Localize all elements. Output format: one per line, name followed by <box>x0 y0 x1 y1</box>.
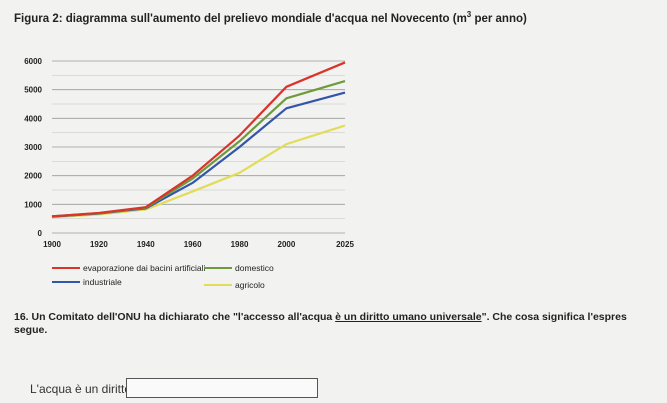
y-tick-label: 5000 <box>24 86 42 95</box>
y-tick-label: 0 <box>38 229 43 238</box>
legend-swatch-blue <box>52 281 80 283</box>
y-tick-label: 6000 <box>24 57 42 66</box>
x-tick-label: 1940 <box>137 240 155 249</box>
answer-prefix: L'acqua è un diritto <box>30 382 132 396</box>
legend-agricolo: agricolo <box>204 280 265 290</box>
chart-grid <box>52 60 345 234</box>
y-tick-label: 2000 <box>24 172 42 181</box>
legend-evaporazione: evaporazione dai bacini artificiali <box>52 263 205 273</box>
x-tick-label: 2000 <box>278 240 296 249</box>
answer-input-box[interactable] <box>126 378 318 398</box>
y-tick-label: 1000 <box>24 200 42 209</box>
y-tick-label: 3000 <box>24 143 42 152</box>
x-tick-label: 1900 <box>43 240 61 249</box>
series-line <box>51 61 346 218</box>
figure-title: Figura 2: diagramma sull'aumento del pre… <box>14 10 527 25</box>
question-16: 16. Un Comitato dell'ONU ha dichiarato c… <box>14 311 627 336</box>
series-line <box>51 80 346 218</box>
legend-domestico: domestico <box>204 263 274 273</box>
x-tick-label: 2025 <box>336 240 354 249</box>
x-tick-label: 1980 <box>231 240 249 249</box>
legend-swatch-red <box>52 267 80 269</box>
legend-swatch-yellow <box>204 284 232 286</box>
legend-industriale: industriale <box>52 277 122 287</box>
chart-series <box>51 61 346 219</box>
x-tick-label: 1920 <box>90 240 108 249</box>
x-tick-label: 1960 <box>184 240 202 249</box>
series-line <box>51 91 346 218</box>
question-underlined: è un diritto umano universale <box>335 311 482 323</box>
legend-swatch-green <box>204 267 232 269</box>
question-line2: segue. <box>14 324 48 336</box>
y-tick-label: 4000 <box>24 114 42 123</box>
y-axis-ticks: 0 1000 2000 3000 4000 5000 6000 <box>24 57 42 238</box>
x-axis-ticks: 1900 1920 1940 1960 1980 2000 2025 <box>43 240 354 249</box>
